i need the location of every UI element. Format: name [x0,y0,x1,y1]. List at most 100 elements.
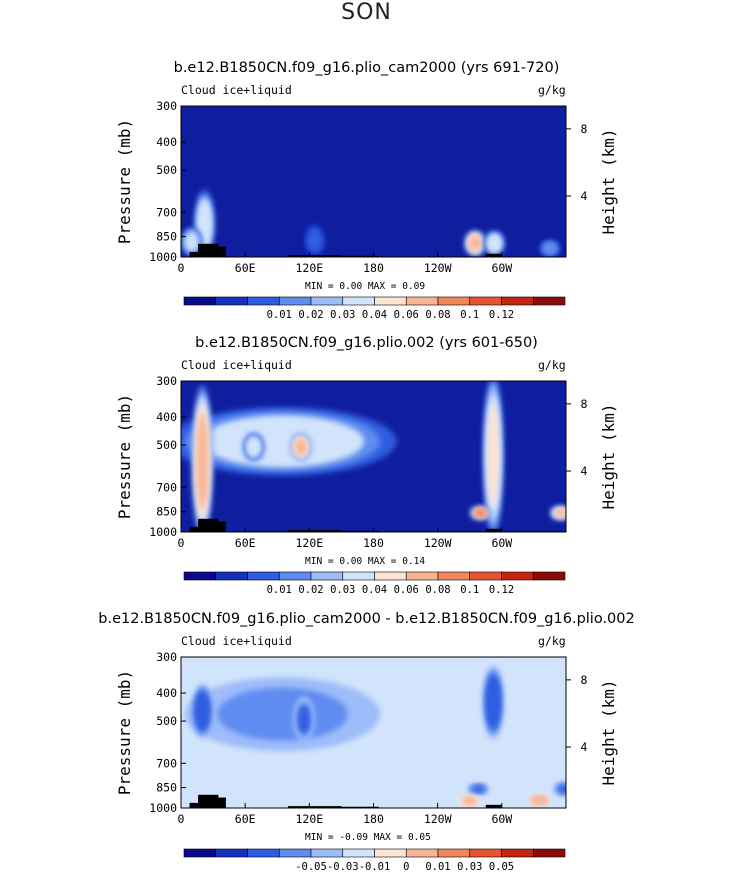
x-tick-label: 60E [235,536,256,550]
y-tick-label: 300 [156,374,177,388]
x-tick-label: 60W [491,812,512,826]
panel-title: b.e12.B1850CN.f09_g16.plio_cam2000 (yrs … [174,60,560,76]
colorbar-swatch [247,848,280,858]
y-axis-title: Pressure (mb) [115,394,134,519]
variable-label: Cloud ice+liquid [181,634,292,648]
variable-label: Cloud ice+liquid [181,83,292,97]
contour-blob [247,438,260,456]
colorbar-label: 0.02 [298,584,323,596]
colorbar-label: 0.08 [425,584,450,596]
units-label: g/kg [538,358,566,372]
colorbar-swatch [469,848,502,858]
x-tick-label: 180 [363,536,384,550]
colorbar-swatch [342,848,375,858]
contour-blob [487,403,500,508]
contour-blob [469,235,481,252]
colorbar-label: 0.1 [460,584,479,596]
topography-mask [341,530,379,532]
colorbar-label: 0.04 [362,584,387,596]
y-tick-label: 500 [156,438,177,452]
y-tick-label: 1000 [149,525,177,539]
chart-panel-3: b.e12.B1850CN.f09_g16.plio_cam2000 - b.e… [98,611,634,873]
x-tick-label: 120W [424,536,452,550]
y-tick-label: 850 [156,230,177,244]
contour-blob [185,232,198,251]
contour-blob [463,798,476,804]
contour-blob [217,419,348,463]
colorbar-label: 0.12 [489,309,514,321]
colorbar-swatch [247,571,280,581]
contour-blob [533,797,546,804]
height-tick-label: 8 [581,397,588,411]
units-label: g/kg [538,83,566,97]
colorbar-swatch [437,848,471,858]
panel-title: b.e12.B1850CN.f09_g16.plio.002 (yrs 601-… [195,335,538,351]
x-tick-label: 120E [295,261,323,275]
y-tick-label: 400 [156,135,177,149]
contour-blob [198,202,211,246]
colorbar-swatch [215,571,248,581]
colorbar-label: 0.01 [425,861,450,873]
colorbar-swatch [437,571,471,581]
x-tick-label: 120E [295,536,323,550]
x-tick-label: 120W [424,261,452,275]
colorbar-label: 0.03 [330,309,355,321]
topography-mask [287,255,342,257]
colorbar-swatch [532,848,566,858]
colorbar-swatch [215,296,248,306]
topography-mask [287,530,342,532]
min-max-text: MIN = -0.09 MAX = 0.05 [305,832,431,843]
colorbar-label: -0.01 [359,861,391,873]
colorbar-label: 0.03 [457,861,482,873]
contour-blob [472,785,485,793]
colorbar-swatch [310,848,344,858]
x-tick-label: 180 [363,812,384,826]
contour-blob [308,230,321,251]
height-tick-label: 4 [581,740,588,754]
colorbar-swatch [310,296,344,306]
y-tick-label: 700 [156,205,177,219]
colorbar-swatch [501,296,534,306]
y-tick-label: 400 [156,410,177,424]
y-axis-title: Pressure (mb) [115,119,134,244]
contour-blob [554,508,566,518]
colorbar-swatch [374,296,407,306]
colorbar-swatch [278,848,312,858]
y-tick-label: 1000 [149,801,177,815]
y-axis-title: Pressure (mb) [115,670,134,795]
topography-mask [341,255,379,257]
colorbar-label: 0.03 [330,584,355,596]
x-tick-label: 180 [363,261,384,275]
height-tick-label: 8 [581,122,588,136]
colorbar-swatch [469,296,502,306]
variable-label: Cloud ice+liquid [181,358,292,372]
x-tick-label: 120E [295,812,323,826]
colorbar-label: 0.02 [298,309,323,321]
colorbar-swatch [183,296,217,306]
field-background [181,106,566,257]
y-tick-label: 850 [156,781,177,795]
colorbar-swatch [374,848,407,858]
colorbar-swatch [501,848,534,858]
y-tick-label: 700 [156,480,177,494]
x-tick-label: 60E [235,812,256,826]
topography-mask [208,797,226,808]
figure-title: SON [341,0,392,25]
colorbar-swatch [342,571,375,581]
y-tick-label: 500 [156,163,177,177]
colorbar-label: 0 [403,861,409,873]
y-tick-label: 300 [156,99,177,113]
y-tick-label: 500 [156,714,177,728]
contour-blob [474,508,487,518]
y-tick-label: 1000 [149,250,177,264]
y-tick-label: 700 [156,756,177,770]
colorbar-label: 0.06 [394,309,419,321]
topography-mask [485,804,502,808]
colorbar-swatch [405,848,439,858]
contour-blob [488,235,501,252]
colorbar-swatch [342,296,375,306]
colorbar-swatch [437,296,471,306]
y-tick-label: 400 [156,686,177,700]
colorbar-label: 0.05 [489,861,514,873]
